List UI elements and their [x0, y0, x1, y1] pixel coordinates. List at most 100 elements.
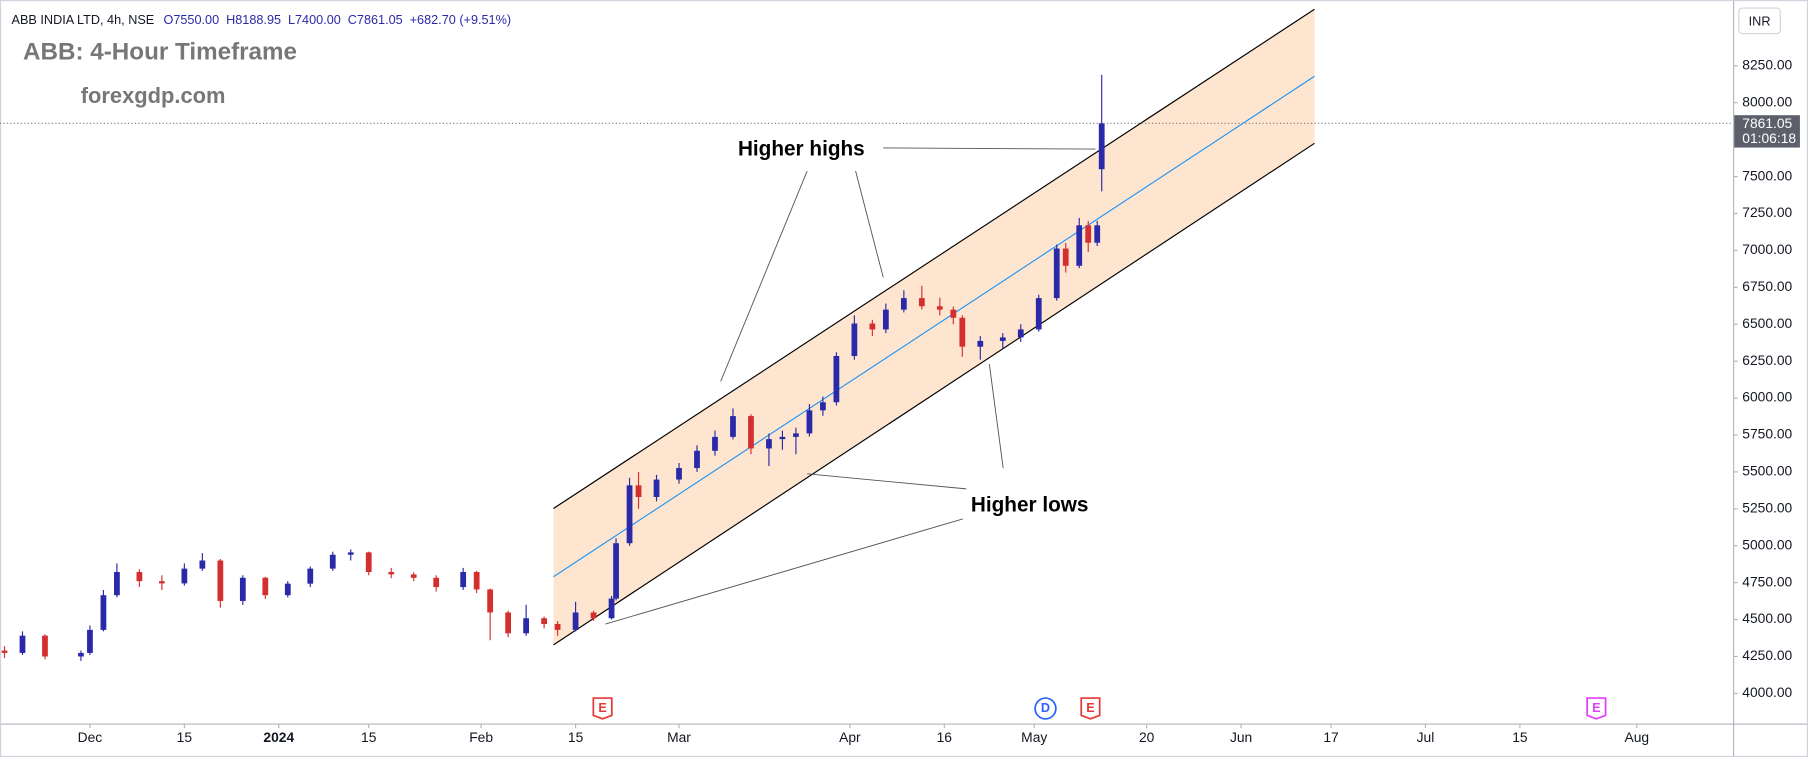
candle-body — [410, 574, 417, 578]
y-tick-label: 4250.00 — [1742, 647, 1792, 663]
y-tick-label: 4750.00 — [1742, 573, 1792, 589]
channel-top — [553, 8, 1315, 510]
x-tick-label: 15 — [568, 729, 584, 745]
symbol-name: ABB INDIA LTD, 4h, NSE — [12, 13, 155, 27]
currency-box[interactable] — [1738, 7, 1781, 35]
candle-body — [1098, 123, 1105, 170]
y-tick-label: 4500.00 — [1742, 610, 1792, 626]
candle-body — [936, 306, 943, 310]
ohlc-close: C7861.05 — [348, 13, 403, 27]
x-tick-label: 15 — [177, 729, 193, 745]
x-tick-label: Mar — [667, 729, 691, 745]
candle-body — [159, 581, 165, 584]
countdown: 01:06:18 — [1742, 130, 1796, 146]
candle-body — [460, 572, 467, 588]
candle-body — [541, 618, 547, 624]
candle-body — [793, 433, 799, 437]
candle-body — [347, 552, 354, 555]
event-label: D — [1041, 701, 1050, 715]
ohlc-low: L7400.00 — [288, 13, 341, 27]
candle-body — [999, 337, 1006, 341]
candle-body — [730, 416, 736, 437]
chart-subtitle: forexgdp.com — [81, 83, 226, 108]
candle-body — [869, 323, 876, 330]
candle-body — [608, 598, 615, 619]
y-tick-label: 8000.00 — [1742, 93, 1792, 109]
candle-body — [87, 629, 93, 653]
candle-body — [1, 650, 8, 653]
candle-body — [1094, 225, 1101, 243]
candle-body — [833, 355, 840, 403]
candle-body — [19, 635, 26, 653]
candle-body — [626, 485, 633, 544]
symbol: ABB INDIA LTD, 4h, NSE O7550.00 H8188.95 L7… — [12, 13, 512, 27]
candle-body — [1035, 298, 1042, 330]
x-tick-label: Aug — [1625, 729, 1650, 745]
y-tick-label: 6000.00 — [1742, 389, 1792, 405]
x-tick-label: Jul — [1417, 729, 1435, 745]
candle-body — [217, 560, 224, 601]
candle-body — [653, 479, 660, 498]
candle-body — [851, 323, 858, 356]
y-tick-label: 6500.00 — [1742, 315, 1792, 331]
x-tick-label: 15 — [1512, 729, 1528, 745]
y-tick-label: 4000.00 — [1742, 684, 1792, 700]
candle-body — [694, 450, 700, 469]
candle-body — [42, 635, 48, 657]
candle-body — [505, 612, 512, 634]
candle-body — [284, 583, 291, 596]
candle-body — [748, 416, 754, 449]
ohlc-open: O7550.00 — [163, 13, 219, 27]
annotation: Higher lows — [971, 494, 1089, 517]
pointer — [605, 518, 963, 625]
candle-body — [1076, 225, 1083, 266]
candle-body — [676, 468, 682, 480]
pointer — [988, 363, 1004, 469]
currency[interactable]: INR — [1749, 14, 1771, 28]
y-tick-label: 6750.00 — [1742, 278, 1792, 294]
pointer — [807, 473, 967, 490]
candles — [1, 74, 1105, 661]
candle-body — [572, 612, 579, 630]
event-label: E — [1592, 701, 1600, 715]
event-marker — [592, 697, 613, 720]
x-tick-label: 2024 — [263, 729, 294, 745]
x-tick-label: 20 — [1139, 729, 1155, 745]
candle-body — [388, 572, 395, 575]
channel-bottom — [553, 142, 1315, 646]
candle-body — [635, 485, 642, 498]
annotation-lines — [605, 147, 1096, 625]
candle-body — [613, 543, 619, 599]
candle-body — [100, 595, 107, 630]
x-tick-label: Apr — [839, 729, 861, 745]
y-tick-label: 5500.00 — [1742, 463, 1792, 479]
x-tick-label: 15 — [361, 729, 377, 745]
candle-body — [918, 298, 925, 307]
candle-body — [433, 577, 440, 588]
candle-body — [114, 572, 120, 596]
y-tick-label: 7250.00 — [1742, 204, 1792, 220]
candle-body — [977, 340, 984, 347]
y-tick-label: 5250.00 — [1742, 499, 1792, 515]
candle-body — [554, 623, 561, 630]
candle-body — [590, 612, 597, 619]
x-tick-label: May — [1021, 729, 1047, 745]
candle-body — [1062, 248, 1069, 266]
candle-body — [307, 568, 314, 584]
event-label: E — [598, 701, 606, 715]
candle-body — [900, 298, 907, 310]
candle-body — [329, 554, 336, 569]
pointer — [720, 170, 808, 382]
x-tick-label: Dec — [78, 729, 103, 745]
candle-body — [806, 410, 813, 434]
candle-body — [78, 652, 84, 657]
x-tick-label: Jun — [1230, 729, 1252, 745]
x-tick-label: 17 — [1323, 729, 1338, 745]
candle-body — [959, 317, 966, 347]
x-tick-label: 16 — [937, 729, 953, 745]
candle-body — [1017, 329, 1024, 338]
candle-body — [181, 568, 188, 584]
last-price-label: 7861.05 — [1742, 115, 1792, 131]
